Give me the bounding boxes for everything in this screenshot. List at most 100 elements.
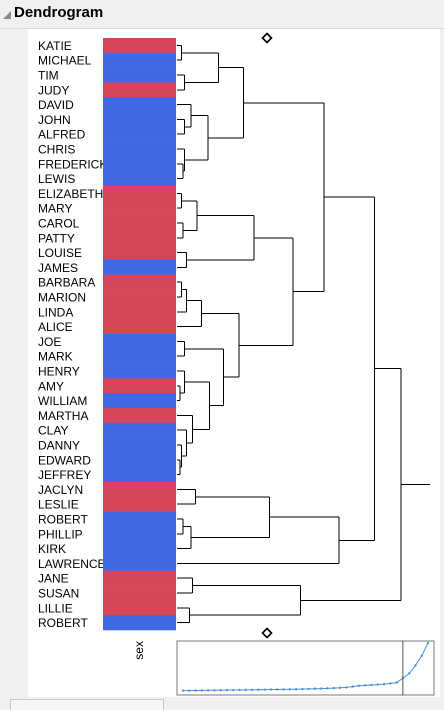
sex-cell <box>103 511 176 527</box>
row-label[interactable]: JUDY <box>38 83 69 97</box>
distance-point <box>225 688 229 692</box>
row-label[interactable]: ROBERT <box>38 616 88 630</box>
row-label[interactable]: JACLYN <box>38 483 83 497</box>
row-label[interactable]: TIM <box>38 69 59 83</box>
sex-cell <box>103 38 176 54</box>
cluster-count-diamond-handle[interactable] <box>261 627 273 639</box>
distance-point <box>320 687 323 690</box>
row-label[interactable]: LILLIE <box>38 601 73 615</box>
row-label[interactable]: MARTHA <box>38 409 88 423</box>
row-label[interactable]: LINDA <box>38 305 73 319</box>
row-labels: KATIEMICHAELTIMJUDYDAVIDJOHNALFREDCHRISF… <box>38 39 107 630</box>
row-label[interactable]: PATTY <box>38 231 75 245</box>
distance-point <box>332 686 335 690</box>
next-panel-tab[interactable] <box>10 699 164 710</box>
row-label[interactable]: ELIZABETH <box>38 187 103 201</box>
sex-cell <box>103 437 176 453</box>
row-label[interactable]: DAVID <box>38 98 74 112</box>
sex-cell <box>103 200 176 216</box>
distance-point <box>345 686 348 689</box>
distance-point <box>357 684 361 687</box>
dendrogram-svg: KATIEMICHAELTIMJUDYDAVIDJOHNALFREDCHRISF… <box>38 32 435 696</box>
sex-cell <box>103 496 176 512</box>
distance-plot <box>176 640 435 696</box>
distance-point <box>250 688 254 691</box>
distance-point <box>376 683 379 686</box>
sex-cell <box>103 289 176 305</box>
row-label[interactable]: LESLIE <box>38 498 79 512</box>
row-label[interactable]: MARION <box>38 291 86 305</box>
sex-cell <box>103 260 176 276</box>
distance-curve <box>182 642 429 692</box>
row-label[interactable]: LAWRENCE <box>38 557 106 571</box>
sex-cell <box>103 452 176 468</box>
row-label[interactable]: HENRY <box>38 365 80 379</box>
row-label[interactable]: CAROL <box>38 217 80 231</box>
distance-point <box>420 654 423 657</box>
sex-cell <box>103 186 176 202</box>
distance-point <box>263 688 266 691</box>
row-label[interactable]: DANNY <box>38 439 80 453</box>
row-label[interactable]: ALFRED <box>38 128 86 142</box>
sex-cell <box>103 52 176 68</box>
row-label[interactable]: FREDERICK <box>38 157 107 171</box>
distance-point <box>194 689 197 692</box>
row-label[interactable]: MARK <box>38 350 73 364</box>
panel-title: Dendrogram <box>14 4 104 21</box>
cluster-count-diamond-handle[interactable] <box>261 32 273 44</box>
sex-cell <box>103 319 176 335</box>
sex-cell <box>103 171 176 187</box>
row-label[interactable]: CLAY <box>38 424 68 438</box>
row-label[interactable]: JAMES <box>38 261 78 275</box>
row-label[interactable]: JANE <box>38 572 69 586</box>
sex-cell <box>103 245 176 261</box>
row-label[interactable]: ALICE <box>38 320 73 334</box>
row-label[interactable]: JEFFREY <box>38 468 91 482</box>
row-label[interactable]: JOE <box>38 335 61 349</box>
collapse-disclosure-icon[interactable] <box>3 11 11 19</box>
distance-point <box>288 688 291 691</box>
distance-point <box>382 683 386 686</box>
distance-point <box>301 687 304 691</box>
sex-cell <box>103 126 176 142</box>
distance-point <box>363 684 367 687</box>
distance-point <box>219 689 222 692</box>
sex-cell <box>103 482 176 498</box>
distance-point <box>426 641 430 645</box>
row-label[interactable]: EDWARD <box>38 453 91 467</box>
distance-point <box>206 689 210 692</box>
dendrogram-header[interactable]: Dendrogram <box>0 0 444 29</box>
row-label[interactable]: KATIE <box>38 39 72 53</box>
row-label[interactable]: LEWIS <box>38 172 75 186</box>
sex-cell <box>103 408 176 424</box>
sex-cell <box>103 112 176 128</box>
row-label[interactable]: CHRIS <box>38 143 75 157</box>
row-label[interactable]: MICHAEL <box>38 54 92 68</box>
distance-point <box>370 683 373 687</box>
sex-cell <box>103 348 176 364</box>
row-label[interactable]: SUSAN <box>38 587 79 601</box>
row-label[interactable]: WILLIAM <box>38 394 87 408</box>
sex-cell <box>103 600 176 616</box>
cluster-handles <box>261 32 273 639</box>
row-label[interactable]: KIRK <box>38 542 66 556</box>
distance-point <box>338 686 342 689</box>
sex-cell <box>103 156 176 172</box>
distance-point <box>294 688 298 691</box>
distance-plot-frame <box>176 640 435 696</box>
distance-point <box>200 689 204 692</box>
row-label[interactable]: ROBERT <box>38 513 88 527</box>
row-label[interactable]: AMY <box>38 379 64 393</box>
sex-cell <box>103 585 176 601</box>
row-label[interactable]: JOHN <box>38 113 71 127</box>
row-label[interactable]: BARBARA <box>38 276 95 290</box>
distance-point <box>282 688 285 691</box>
row-label[interactable]: MARY <box>38 202 72 216</box>
distance-point <box>276 688 279 691</box>
distance-point <box>313 687 317 690</box>
sex-cell <box>103 422 176 438</box>
dendrogram-tree <box>177 44 430 624</box>
row-label[interactable]: PHILLIP <box>38 527 83 541</box>
row-label[interactable]: LOUISE <box>38 246 82 260</box>
sex-cell <box>103 304 176 320</box>
